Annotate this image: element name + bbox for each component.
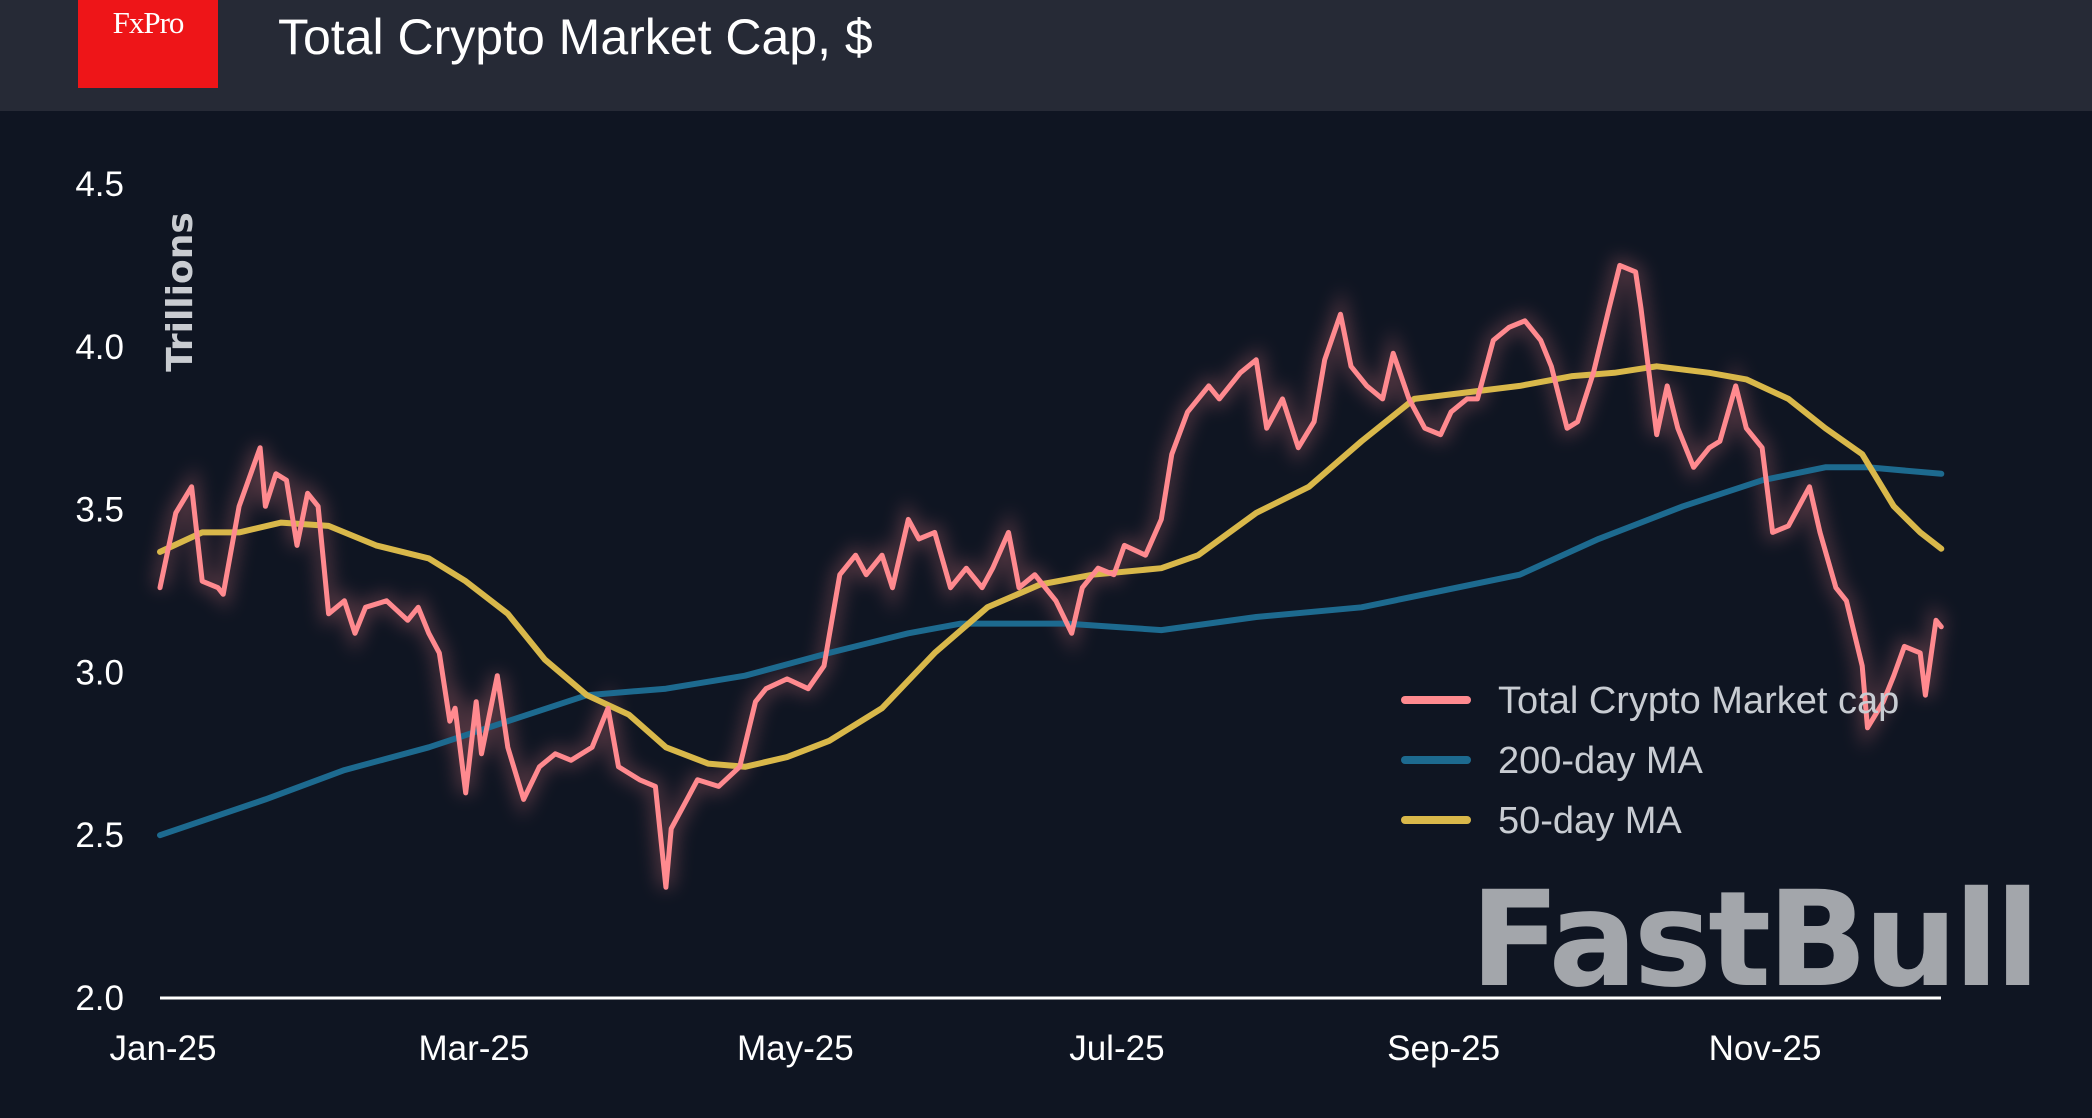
- legend: Total Crypto Market cap 200-day MA 50-day …: [1401, 680, 1899, 842]
- x-tick-label: Mar-25: [418, 1029, 529, 1068]
- y-tick-label: 3.5: [75, 491, 124, 530]
- x-tick-label: Jan-25: [109, 1029, 216, 1068]
- fxpro-logo: FxPro: [78, 0, 218, 88]
- y-tick-label: 4.0: [75, 328, 124, 367]
- legend-label: 200-day MA: [1498, 740, 1704, 782]
- y-tick-label: 2.5: [75, 816, 124, 855]
- y-tick-label: 3.0: [75, 653, 124, 692]
- x-tick-label: Nov-25: [1709, 1029, 1822, 1068]
- legend-label: Total Crypto Market cap: [1498, 680, 1899, 722]
- y-tick-label: 2.0: [75, 979, 124, 1018]
- page-title: Total Crypto Market Cap, $: [278, 9, 873, 65]
- fastbull-watermark: FastBull: [1470, 863, 2036, 1017]
- header-bar: FxPro Total Crypto Market Cap, $: [0, 0, 2092, 111]
- x-tick-label: Jul-25: [1069, 1029, 1164, 1068]
- x-tick-label: May-25: [737, 1029, 854, 1068]
- legend-label: 50-day MA: [1498, 800, 1682, 842]
- x-tick-label: Sep-25: [1387, 1029, 1500, 1068]
- y-tick-label: 4.5: [75, 165, 124, 204]
- y-axis-label: Trillions: [160, 212, 201, 372]
- market-cap-line: [157, 262, 1944, 890]
- market-cap-glow: [153, 255, 1947, 889]
